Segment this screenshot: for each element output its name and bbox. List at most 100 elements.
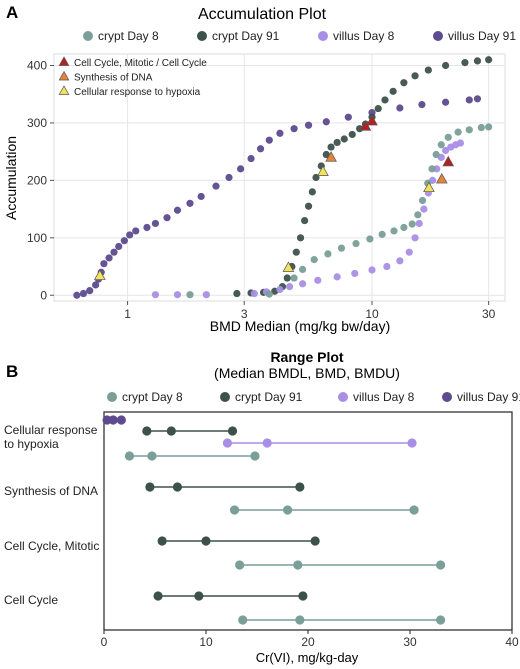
range-point <box>295 615 305 625</box>
data-point <box>265 136 273 144</box>
range-point <box>157 536 167 546</box>
data-point <box>396 104 404 112</box>
range-point <box>172 482 183 492</box>
data-point <box>411 234 419 242</box>
category-label: to hypoxia <box>4 437 59 451</box>
panel-letter-a: A <box>6 3 18 22</box>
data-point <box>105 254 113 262</box>
legend-label: villus Day 91 <box>457 390 520 404</box>
data-point <box>186 291 194 299</box>
x-tick-label: 10 <box>199 635 213 649</box>
x-tick-label: 1 <box>124 307 131 321</box>
data-point <box>73 291 81 299</box>
x-tick-label: 30 <box>403 635 417 649</box>
legend-swatch <box>433 31 443 41</box>
range-plot-title: Range Plot <box>270 349 343 365</box>
data-point <box>233 289 241 298</box>
data-point <box>322 118 330 126</box>
pathway-marker <box>94 269 106 280</box>
data-point <box>292 248 300 256</box>
data-point <box>115 242 123 251</box>
category-label: Cell Cycle, Mitotic <box>4 539 99 553</box>
legend-label: crypt Day 8 <box>122 390 183 404</box>
pathway-marker <box>435 173 448 184</box>
range-point <box>409 505 419 515</box>
range-point <box>293 560 303 570</box>
data-point <box>225 173 233 182</box>
data-point <box>415 219 423 228</box>
legend-swatch <box>338 392 348 402</box>
data-point <box>337 244 346 252</box>
x-tick-label: 30 <box>482 307 496 321</box>
data-point <box>79 289 88 298</box>
legend-label: villus Day 8 <box>353 390 415 404</box>
legend-marker <box>58 56 70 66</box>
accumulation-legend: crypt Day 8 crypt Day 91 villus Day 8 villu… <box>83 29 516 43</box>
range-point <box>108 415 118 425</box>
data-point <box>290 274 298 282</box>
data-point <box>143 223 151 232</box>
data-point <box>324 250 332 258</box>
data-point <box>250 289 258 298</box>
pathway-marker <box>423 181 435 193</box>
data-point <box>110 248 118 256</box>
data-point <box>485 123 493 131</box>
data-point <box>381 96 389 104</box>
data-point <box>151 219 160 228</box>
y-tick-label: 0 <box>40 288 47 302</box>
data-point <box>120 237 128 245</box>
accumulation-plot-panel: A Accumulation Plot crypt Day 8 crypt Day… <box>3 3 516 334</box>
data-point <box>418 100 426 109</box>
data-point <box>92 281 100 289</box>
category-label: Cellular response <box>4 423 98 437</box>
data-point <box>308 188 316 196</box>
annotation-legend-label: Cellular response to hypoxia <box>74 87 201 98</box>
data-point <box>100 260 108 268</box>
category-label: Synthesis of DNA <box>4 484 98 498</box>
legend-swatch <box>197 31 207 41</box>
data-point <box>333 138 341 147</box>
data-point <box>461 59 469 67</box>
range-point <box>227 426 238 436</box>
data-point <box>197 192 205 201</box>
data-point <box>389 87 397 95</box>
data-point <box>186 199 194 207</box>
data-point <box>424 66 432 74</box>
data-point <box>454 128 462 136</box>
data-point <box>310 256 318 264</box>
legend-marker <box>58 70 70 81</box>
range-point <box>229 505 240 515</box>
category-label: Cell Cycle <box>4 593 58 607</box>
data-point <box>352 239 360 248</box>
range-point <box>124 451 135 461</box>
range-category: Synthesis of DNA <box>4 482 419 515</box>
data-point <box>428 165 436 173</box>
data-point <box>400 79 408 87</box>
range-point <box>116 415 126 425</box>
accumulation-y-axis-label: Accumulation <box>3 136 19 220</box>
range-point <box>298 591 308 601</box>
x-tick-label: 3 <box>241 307 248 321</box>
range-point <box>222 438 233 448</box>
accumulation-annotations <box>94 114 455 280</box>
data-point <box>163 214 171 222</box>
data-point <box>351 269 359 278</box>
legend-label: crypt Day 91 <box>212 29 280 43</box>
legend-label: villus Day 8 <box>333 29 395 43</box>
data-point <box>344 113 352 121</box>
y-tick-label: 300 <box>27 116 47 130</box>
data-point <box>378 230 386 238</box>
data-point <box>348 130 356 139</box>
data-point <box>420 205 428 213</box>
legend-swatch <box>107 392 117 402</box>
data-point <box>366 235 374 243</box>
data-point <box>290 125 298 133</box>
range-point <box>153 591 163 601</box>
range-point <box>166 426 176 436</box>
data-point <box>173 206 182 214</box>
legend-label: crypt Day 8 <box>98 29 159 43</box>
